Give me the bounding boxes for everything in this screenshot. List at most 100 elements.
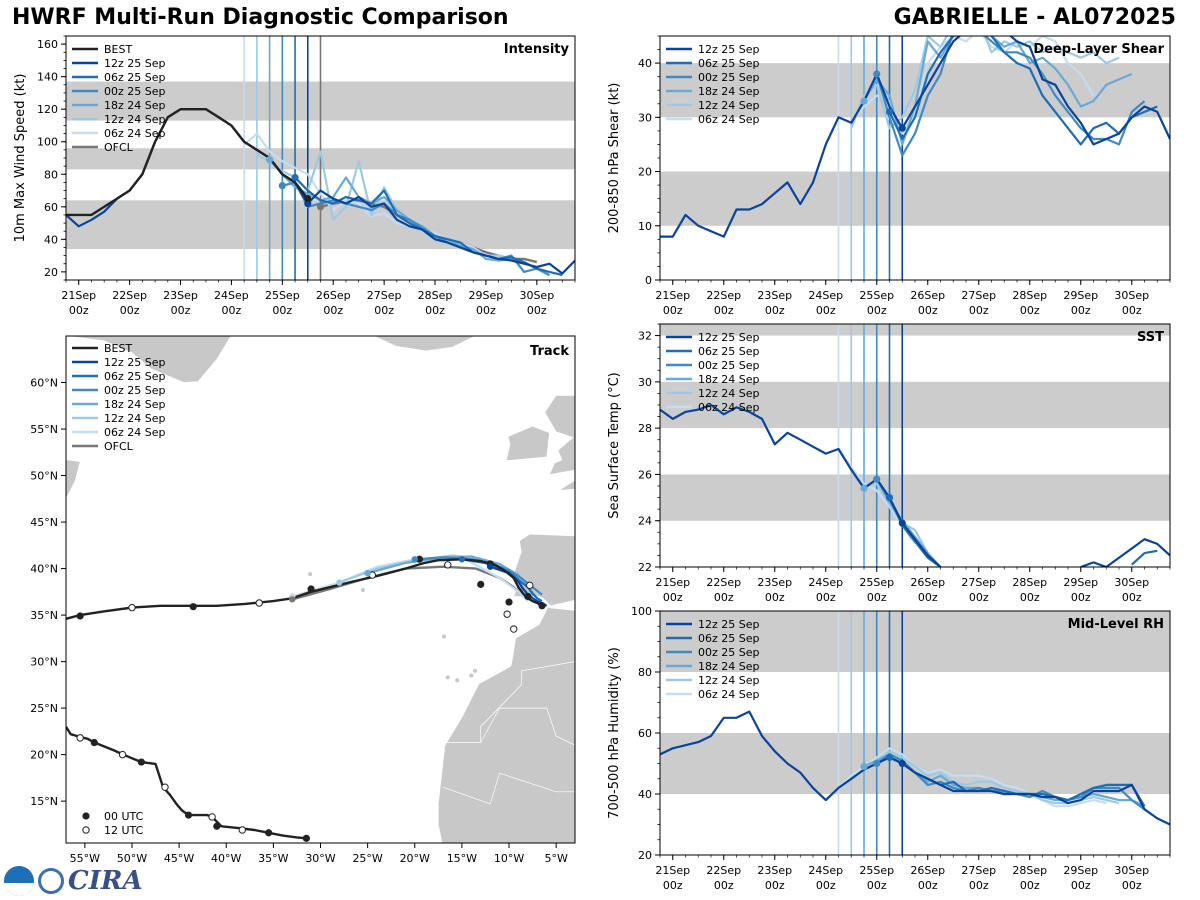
- init-marker-06z-25-Sep: [885, 493, 894, 502]
- x-tick-label-date: 27Sep: [961, 289, 996, 302]
- series-line-12z-25-Sep--late-: [1080, 538, 1170, 567]
- x-tick-label-hour: 00z: [1071, 304, 1091, 317]
- y-tick-label: 22: [638, 561, 652, 574]
- marker-00utc: [184, 811, 193, 819]
- init-marker-00z-25-Sep: [873, 759, 881, 768]
- y-tick-label: 120: [37, 103, 58, 116]
- storm-title: GABRIELLE - AL072025: [893, 5, 1176, 30]
- x-tick-label-date: 25Sep: [265, 289, 300, 302]
- legend-label: 00z 25 Sep: [698, 359, 760, 372]
- marker-legend-swatch: [82, 826, 90, 834]
- panel-title: Mid-Level RH: [1068, 617, 1164, 632]
- band-1: [660, 611, 1170, 672]
- x-tick-label-hour: 00z: [1071, 591, 1091, 604]
- y-tick-label: 30: [638, 376, 652, 389]
- y-tick-label: 20: [638, 849, 652, 862]
- legend-label: 00z 25 Sep: [104, 384, 166, 397]
- island-landmass: [308, 572, 313, 577]
- marker-00utc: [477, 580, 485, 588]
- x-tick-label-date: 27Sep: [961, 576, 996, 589]
- y-tick-label: 80: [44, 168, 58, 181]
- logos: CIRA: [4, 866, 143, 896]
- x-tick-label-date: 21Sep: [655, 864, 690, 877]
- marker-00utc: [538, 602, 546, 610]
- x-tick-label-date: 30Sep: [1114, 864, 1149, 877]
- y-tick-label: 45°N: [30, 516, 58, 529]
- y-tick-label: 40: [638, 57, 652, 70]
- x-tick-label-hour: 00z: [1020, 304, 1040, 317]
- init-marker-12z-25-Sep: [898, 519, 906, 527]
- legend-label: 18z 24 Sep: [104, 398, 166, 411]
- track-start-marker: [411, 556, 418, 563]
- init-marker-18z-24-Sep: [860, 97, 868, 105]
- x-tick-label-hour: 00z: [918, 304, 938, 317]
- y-axis-label: 10m Max Wind Speed (kt): [13, 74, 28, 243]
- marker-00utc: [415, 555, 424, 563]
- legend-label: 00z 25 Sep: [104, 85, 166, 98]
- y-tick-label: 80: [638, 666, 652, 679]
- band-0: [660, 733, 1170, 794]
- x-tick-label-hour: 00z: [714, 879, 734, 892]
- x-tick-label-hour: 00z: [663, 879, 683, 892]
- legend-label: 12z 24 Sep: [698, 99, 760, 112]
- x-tick-label-hour: 00z: [272, 304, 292, 317]
- init-marker-12z-25-Sep: [898, 124, 906, 132]
- x-tick-label-date: 26Sep: [910, 864, 945, 877]
- x-tick-label-hour: 00z: [120, 304, 140, 317]
- marker-12utc: [255, 599, 263, 607]
- x-tick-label-hour: 00z: [765, 591, 785, 604]
- series-line-06z-25-Sep--late-: [1131, 549, 1158, 566]
- legend-label: 06z 24 Sep: [698, 401, 760, 414]
- legend-label: 18z 24 Sep: [104, 99, 166, 112]
- x-tick-label-date: 25Sep: [859, 576, 894, 589]
- band-1: [660, 381, 1170, 429]
- track-start-marker: [364, 570, 371, 577]
- x-tick-label: 50°W: [117, 852, 147, 865]
- series-line-12z-25-Sep: [660, 36, 1170, 238]
- x-tick-label-date: 24Sep: [214, 289, 249, 302]
- panel-sst: 22 24 26 28 30 32 21Sep 00z 22Sep 00z 23Sep 00z 24Se…: [607, 323, 1171, 604]
- init-marker-00z-25-Sep: [278, 182, 286, 190]
- y-tick-label: 40: [638, 788, 652, 801]
- y-tick-label: 100: [631, 605, 652, 618]
- y-axis-label: Sea Surface Temp (°C): [607, 372, 622, 519]
- legend-label: 12z 24 Sep: [104, 412, 166, 425]
- marker-12utc: [76, 734, 84, 742]
- y-tick-label: 24: [638, 515, 652, 528]
- x-tick-label-hour: 00z: [867, 304, 887, 317]
- x-tick-label-date: 22Sep: [112, 289, 147, 302]
- init-marker-06z-25-Sep: [885, 753, 894, 762]
- legend-label: 06z 25 Sep: [104, 370, 166, 383]
- y-tick-label: 25°N: [30, 702, 58, 715]
- x-tick-label-hour: 00z: [1071, 879, 1091, 892]
- y-tick-label: 10: [638, 220, 652, 233]
- island-landmass: [441, 634, 446, 639]
- panel-title: Intensity: [504, 42, 570, 57]
- britain-landmass: [544, 395, 575, 475]
- marker-00utc: [302, 834, 310, 842]
- y-tick-label: 15°N: [30, 795, 58, 808]
- legend-label: 12z 24 Sep: [698, 387, 760, 400]
- y-tick-label: 26: [638, 468, 652, 481]
- x-tick-label-date: 24Sep: [808, 864, 843, 877]
- island-landmass: [473, 668, 478, 673]
- marker-00utc: [137, 758, 146, 766]
- track-start-marker: [289, 596, 296, 603]
- panel-title: SST: [1137, 330, 1164, 345]
- track-start-marker: [486, 563, 494, 570]
- panel-title: Track: [530, 344, 569, 359]
- country-border: [489, 772, 575, 805]
- legend-label: 00z 25 Sep: [698, 646, 760, 659]
- marker-12utc: [444, 561, 452, 569]
- legend-label: BEST: [104, 43, 132, 56]
- legend-label: OFCL: [104, 141, 134, 154]
- legend-label: 12z 25 Sep: [698, 331, 760, 344]
- y-axis-label: 200-850 hPa Shear (kt): [607, 83, 622, 234]
- init-marker-00z-25-Sep: [873, 475, 881, 483]
- country-border: [443, 684, 522, 743]
- y-tick-label: 40: [44, 233, 58, 246]
- legend-label: 12z 25 Sep: [698, 43, 760, 56]
- y-tick-label: 0: [645, 274, 652, 287]
